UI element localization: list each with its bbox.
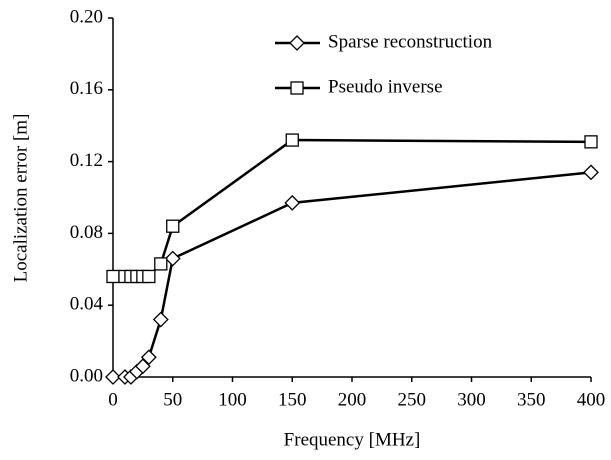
data-point [105, 369, 121, 385]
y-axis-title: Localization error [m] [10, 114, 31, 283]
x-tick-label: 0 [108, 389, 118, 410]
x-tick-label: 400 [577, 389, 606, 410]
y-tick-label: 0.20 [70, 6, 103, 27]
data-point [584, 135, 598, 149]
x-tick-label: 100 [218, 389, 247, 410]
data-point [285, 133, 299, 147]
x-tick-label: 250 [398, 389, 427, 410]
data-point [154, 257, 168, 271]
data-point [140, 349, 157, 366]
x-tick-label: 50 [163, 389, 182, 410]
data-point [152, 311, 169, 328]
y-tick-label: 0.00 [70, 365, 103, 386]
y-tick-label: 0.12 [70, 150, 103, 171]
x-tick-label: 150 [278, 389, 307, 410]
legend-label: Sparse reconstruction [328, 31, 493, 52]
data-point [134, 358, 151, 375]
x-tick-label: 350 [517, 389, 546, 410]
data-point [142, 269, 156, 284]
data-point [166, 219, 180, 233]
legend-label: Pseudo inverse [328, 76, 443, 97]
legend-marker [290, 81, 304, 95]
x-axis-title: Frequency [MHz] [284, 429, 421, 450]
data-point [106, 269, 120, 284]
y-tick-label: 0.08 [70, 222, 103, 243]
data-point [284, 194, 301, 211]
y-tick-label: 0.16 [70, 78, 103, 99]
x-tick-label: 200 [338, 389, 367, 410]
data-point [583, 164, 599, 181]
data-point [164, 250, 181, 267]
x-tick-label: 300 [457, 389, 486, 410]
y-tick-label: 0.04 [70, 294, 104, 315]
legend-marker [289, 35, 305, 51]
series-line [113, 138, 592, 278]
series-line [113, 171, 592, 379]
